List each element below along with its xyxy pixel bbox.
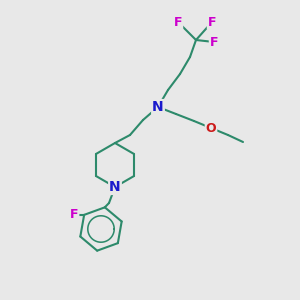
Text: F: F [70,208,78,221]
Text: O: O [206,122,216,134]
Text: F: F [208,16,216,28]
Text: F: F [174,16,182,28]
Text: F: F [210,35,218,49]
Text: N: N [152,100,164,114]
Text: N: N [109,180,121,194]
